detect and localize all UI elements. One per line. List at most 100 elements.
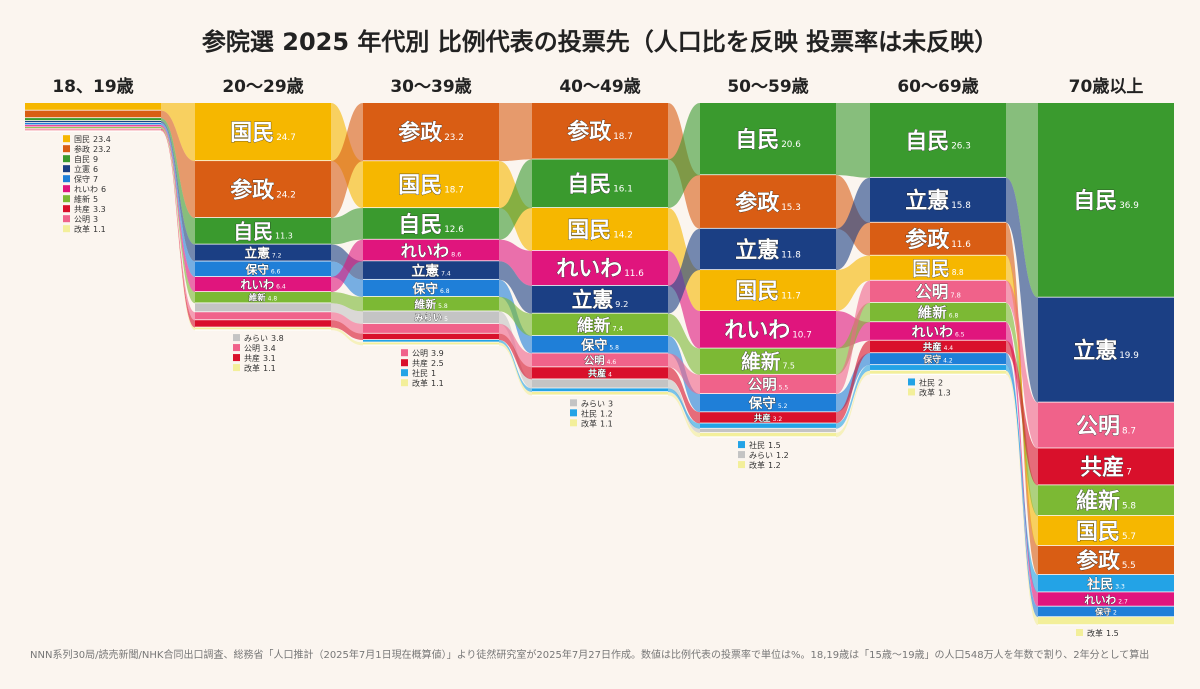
flow-維新 [668, 313, 700, 375]
segment-label: 維新 7.4 [577, 315, 623, 335]
flow-改革 [836, 370, 870, 438]
segment-label: 社民 3.3 [1086, 576, 1125, 592]
flow-改革 [668, 392, 700, 438]
flow-改革 [161, 130, 195, 331]
segment-label: 維新 5.8 [1076, 488, 1136, 514]
segment-label: 国民 18.7 [398, 174, 464, 199]
legend-swatch [738, 441, 745, 449]
flow-公明 [161, 129, 195, 321]
segment-label: 自民 16.1 [567, 172, 633, 198]
small-segment-label: 改革 1.3 [919, 387, 951, 397]
legend-swatch [63, 205, 70, 213]
bar-segment [363, 279, 499, 297]
segment-label: 参政 24.2 [230, 177, 296, 203]
small-segment-label: 国民 23.4 [74, 135, 111, 144]
segment-label: 保守 6.8 [411, 281, 449, 297]
flow-参政 [331, 103, 363, 218]
segment-label: 国民 8.8 [912, 258, 964, 280]
legend-swatch [233, 334, 240, 342]
bar-segment [363, 161, 499, 208]
bar-segment [1038, 617, 1174, 625]
bar-segment [25, 122, 161, 125]
small-segment-label: 公明 3 [74, 215, 98, 224]
small-segment-label: 立憲 6 [74, 164, 98, 174]
bar-segment [870, 340, 1006, 353]
small-segment-label: 改革 1.1 [581, 418, 613, 428]
flow-れいわ [331, 239, 363, 292]
bar-segment [363, 296, 499, 311]
flow-れいわ [668, 250, 700, 349]
flow-公明 [668, 353, 700, 395]
bar-segment [700, 228, 836, 270]
segment-label: 自民 26.3 [905, 128, 971, 154]
legend-swatch [570, 399, 577, 407]
bar-segment [195, 276, 331, 292]
bar-segment [532, 353, 668, 367]
bar-segment [363, 323, 499, 333]
bar-segment [363, 342, 499, 345]
small-segment-label: みらい 3.8 [244, 334, 284, 343]
bar-segment [363, 239, 499, 261]
flow-社民 [1006, 365, 1038, 593]
small-segment-label: 社民 1.5 [749, 440, 781, 450]
small-segment-label: みらい 1.2 [749, 451, 789, 460]
bar-segment [195, 217, 331, 244]
flow-共産 [161, 128, 195, 328]
bar-segment [1038, 297, 1174, 402]
flow-社民 [836, 365, 870, 429]
legend-swatch [233, 354, 240, 362]
segment-label: 参政 23.2 [398, 120, 464, 146]
legend-swatch [63, 215, 70, 223]
flow-公明 [499, 323, 532, 368]
segment-label: 自民 11.3 [233, 219, 293, 243]
segment-label: 立憲 19.9 [1073, 338, 1139, 364]
bar-segment [700, 175, 836, 228]
small-segment-label: 改革 1.1 [74, 224, 106, 234]
small-segment-label: 共産 3.3 [74, 204, 106, 214]
segment-label: れいわ 11.6 [556, 257, 644, 282]
bar-segment [870, 322, 1006, 340]
segment-label: 立憲 7.4 [411, 262, 451, 279]
small-segment-label: 社民 1 [412, 368, 436, 378]
segment-label: 共産 4 [588, 368, 612, 380]
bar-segment [1038, 103, 1174, 297]
segment-label: 自民 12.6 [398, 212, 464, 238]
segment-label: 公明 5.5 [748, 377, 789, 394]
legend-swatch [233, 364, 240, 372]
bar-segment [532, 103, 668, 159]
flow-自民 [836, 103, 870, 178]
segment-label: れいわ 8.6 [401, 241, 462, 260]
bars [25, 103, 1174, 626]
bar-segment [532, 392, 668, 395]
flow-国民 [161, 103, 195, 162]
segment-label: れいわ 10.7 [724, 319, 812, 344]
bar-segment [870, 222, 1006, 255]
flow-維新 [331, 291, 363, 312]
segment-label: 立憲 9.2 [572, 288, 629, 312]
legend-swatch [63, 145, 70, 153]
bar-segment [363, 208, 499, 239]
bar-segment [870, 370, 1006, 374]
flow-れいわ [161, 125, 195, 292]
segment-label: 保守 2 [1094, 607, 1117, 617]
legend-swatch [63, 185, 70, 193]
bar-segment [195, 303, 331, 312]
bar-segment [700, 432, 836, 437]
segment-label: 保守 5.8 [580, 336, 619, 353]
bar-segment [870, 280, 1006, 303]
bar-segment [1038, 448, 1174, 485]
segment-label: 国民 5.7 [1076, 520, 1136, 545]
segment-label: 保守 4.2 [922, 353, 953, 365]
flow-立憲 [1006, 177, 1038, 403]
bar-segment [870, 255, 1006, 280]
bar-segment [700, 311, 836, 348]
legend-swatch [401, 379, 408, 387]
bar-segment [363, 103, 499, 161]
segment-label: 国民 11.7 [735, 279, 801, 304]
flow-公明 [1006, 280, 1038, 449]
small-segment-label: 保守 7 [74, 174, 98, 184]
bar-segment [195, 327, 331, 330]
bar-segment [25, 127, 161, 128]
flow-共産 [331, 320, 363, 340]
